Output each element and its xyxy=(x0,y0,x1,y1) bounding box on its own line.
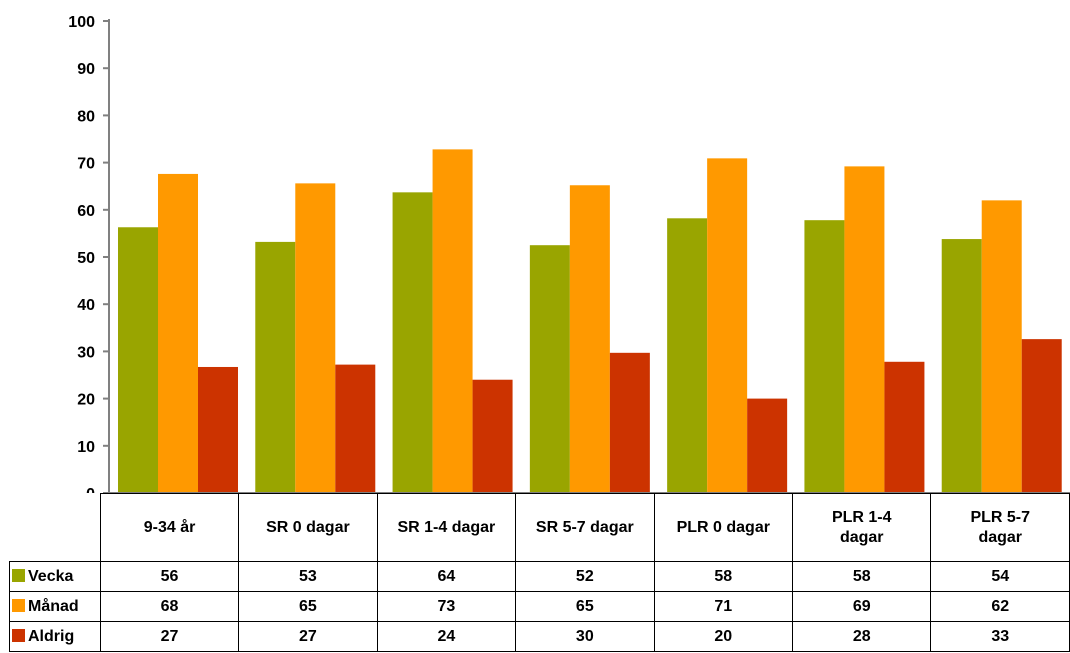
y-tick-label: 90 xyxy=(77,61,95,78)
bar-vecka-4 xyxy=(667,218,708,493)
data-value: 65 xyxy=(238,591,378,622)
data-value: 20 xyxy=(653,621,794,652)
category-label-line: SR 0 dagar xyxy=(266,518,350,536)
series-label-cell: Månad xyxy=(9,591,101,622)
data-value: 58 xyxy=(653,561,794,592)
category-label-line: PLR 5-7 xyxy=(970,508,1031,526)
series-row: Månad 68 65 73 65 71 69 62 xyxy=(9,591,1070,622)
bars xyxy=(118,149,1062,493)
bar-mnad-2 xyxy=(432,149,473,493)
series-label-cell: Aldrig xyxy=(9,621,101,652)
bar-aldrig-1 xyxy=(335,364,376,493)
bar-aldrig-6 xyxy=(1021,339,1062,493)
y-tick-label: 60 xyxy=(77,203,95,220)
bar-aldrig-4 xyxy=(747,398,788,493)
bar-vecka-5 xyxy=(804,220,845,493)
bar-mnad-3 xyxy=(569,185,610,493)
data-value: 54 xyxy=(930,561,1070,592)
bar-mnad-5 xyxy=(844,166,885,493)
bar-vecka-6 xyxy=(941,239,982,493)
bar-aldrig-0 xyxy=(198,366,238,493)
category-label-line: SR 5-7 dagar xyxy=(535,518,634,536)
bar-aldrig-5 xyxy=(884,361,925,493)
category-label: SR 1-4 dagar xyxy=(376,493,517,562)
data-value: 68 xyxy=(99,591,240,622)
bar-mnad-1 xyxy=(295,183,336,493)
data-value: 73 xyxy=(376,591,517,622)
data-value: 65 xyxy=(515,591,655,622)
bar-mnad-0 xyxy=(158,173,198,493)
y-tick-label: 50 xyxy=(77,250,95,267)
y-ticks: 0 10 20 30 40 50 60 70 80 90 100 xyxy=(68,14,109,493)
data-value: 58 xyxy=(791,561,932,592)
bar-mnad-6 xyxy=(981,200,1022,493)
category-label: SR 0 dagar xyxy=(238,493,378,562)
data-value: 33 xyxy=(930,621,1070,652)
category-label-line: SR 1-4 dagar xyxy=(397,518,496,536)
series-label-cell: Vecka xyxy=(9,561,101,592)
series-row: Aldrig 27 27 24 30 20 28 33 xyxy=(9,621,1070,652)
legend-swatch xyxy=(12,598,25,612)
series-name: Månad xyxy=(28,597,79,615)
legend-swatch xyxy=(12,568,25,582)
category-label: PLR 5-7 dagar xyxy=(930,493,1070,562)
y-tick-label: 10 xyxy=(77,439,95,456)
data-value: 64 xyxy=(376,561,517,592)
data-value: 27 xyxy=(238,621,378,652)
category-label-line: dagar xyxy=(978,528,1023,546)
data-value: 27 xyxy=(99,621,240,652)
data-value: 30 xyxy=(515,621,655,652)
category-label-line: dagar xyxy=(839,528,884,546)
data-value: 69 xyxy=(791,591,932,622)
bar-vecka-0 xyxy=(118,227,158,493)
bar-vecka-2 xyxy=(392,192,433,493)
data-table: 9-34 år SR 0 dagar SR 1-4 dagar SR 5-7 daga… xyxy=(9,493,1070,652)
data-value: 71 xyxy=(653,591,794,622)
series-row: Vecka 56 53 64 52 58 58 54 xyxy=(9,561,1070,592)
category-header-row: 9-34 år SR 0 dagar SR 1-4 dagar SR 5-7 daga… xyxy=(10,493,1070,562)
y-tick-label: 0 xyxy=(86,486,95,493)
category-label-line: PLR 0 dagar xyxy=(676,518,770,536)
category-label-line: 9-34 år xyxy=(143,518,196,536)
y-tick-label: 100 xyxy=(68,14,95,31)
bar-aldrig-2 xyxy=(472,379,513,493)
bar-aldrig-3 xyxy=(609,352,650,493)
data-value: 53 xyxy=(238,561,378,592)
category-label-line: PLR 1-4 xyxy=(831,508,892,526)
y-tick-label: 80 xyxy=(77,108,95,125)
data-value: 62 xyxy=(930,591,1070,622)
bar-vecka-1 xyxy=(255,241,296,493)
category-label: PLR 1-4 dagar xyxy=(791,493,932,562)
series-name: Vecka xyxy=(28,567,74,585)
legend-swatch xyxy=(12,628,25,642)
data-value: 24 xyxy=(376,621,517,652)
series-name: Aldrig xyxy=(28,627,75,645)
bar-mnad-4 xyxy=(707,158,748,493)
data-value: 56 xyxy=(99,561,240,592)
y-tick-label: 20 xyxy=(77,392,95,409)
table-corner xyxy=(10,494,101,562)
y-tick-label: 40 xyxy=(77,297,95,314)
category-label: PLR 0 dagar xyxy=(653,493,794,562)
bar-vecka-3 xyxy=(529,245,570,493)
data-value: 52 xyxy=(515,561,655,592)
data-value: 28 xyxy=(791,621,932,652)
y-tick-label: 30 xyxy=(77,344,95,361)
category-label: SR 5-7 dagar xyxy=(515,493,655,562)
category-label: 9-34 år xyxy=(99,493,240,562)
chart: 0 10 20 30 40 50 60 70 80 90 100 xyxy=(68,14,1070,493)
y-tick-label: 70 xyxy=(77,156,95,173)
